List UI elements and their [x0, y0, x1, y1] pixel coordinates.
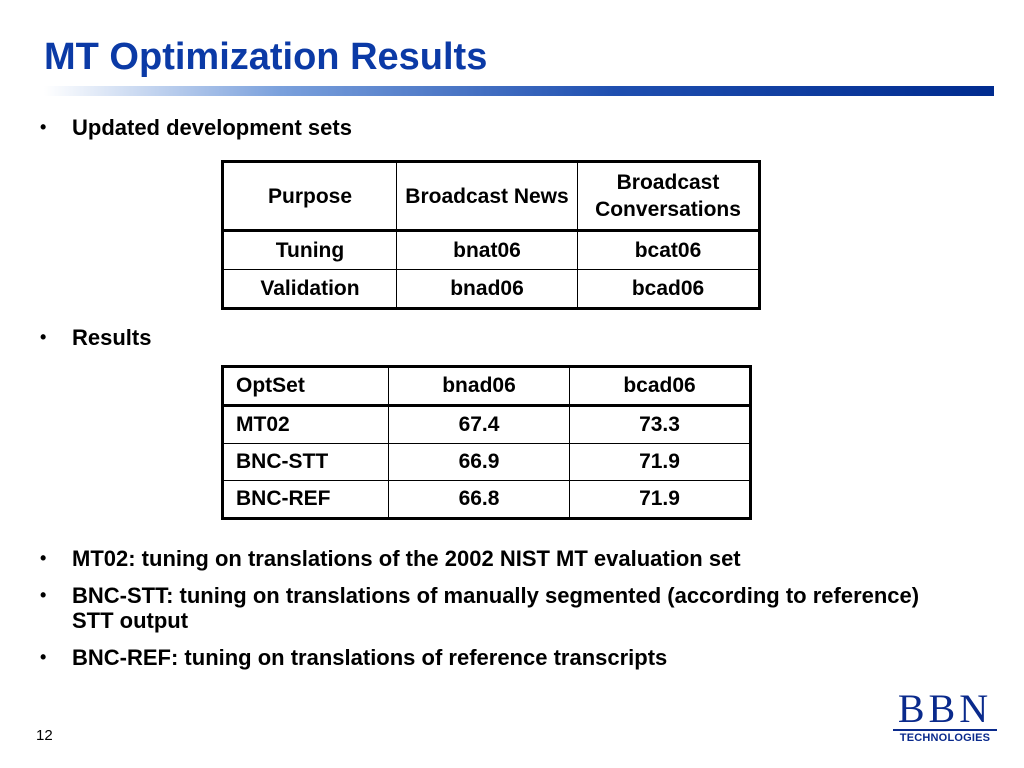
- header-cell: OptSet: [222, 366, 389, 407]
- table-cell: 66.9: [388, 443, 570, 481]
- table-cell: 66.8: [388, 480, 570, 519]
- bullet-text: MT02: tuning on translations of the 2002…: [72, 546, 741, 571]
- table-row: MT02 67.4 73.3: [222, 405, 751, 444]
- table-cell: BNC-REF: [222, 480, 389, 519]
- table-cell: bcat06: [577, 230, 760, 270]
- bullet-icon: •: [40, 327, 47, 347]
- bullet-mt02: • MT02: tuning on translations of the 20…: [36, 546, 741, 571]
- table-cell: Validation: [222, 269, 397, 309]
- page-number: 12: [36, 727, 53, 744]
- bullet-text: Updated development sets: [72, 115, 352, 140]
- bbn-logo: BBN TECHNOLOGIES: [893, 686, 997, 744]
- header-cell: Purpose: [222, 161, 397, 232]
- logo-mark: BBN: [897, 686, 993, 731]
- header-cell: bcad06: [569, 366, 751, 407]
- bullet-icon: •: [40, 548, 47, 568]
- table-cell: bcad06: [577, 269, 760, 309]
- table-cell: BNC-STT: [222, 443, 389, 481]
- bullet-icon: •: [40, 647, 47, 667]
- bullet-updated-dev-sets: • Updated development sets: [36, 115, 352, 140]
- header-cell: bnad06: [388, 366, 570, 407]
- bullet-results: • Results: [36, 325, 151, 350]
- logo-subtitle: TECHNOLOGIES: [893, 729, 997, 744]
- table-cell: 73.3: [569, 405, 751, 444]
- table-cell: bnad06: [396, 269, 578, 309]
- bullet-bnc-ref: • BNC-REF: tuning on translations of ref…: [36, 645, 667, 670]
- table-cell: Tuning: [222, 230, 397, 270]
- header-cell: Broadcast News: [396, 161, 578, 232]
- table-cell: bnat06: [396, 230, 578, 270]
- title-underline: [44, 86, 994, 96]
- table-row: BNC-REF 66.8 71.9: [222, 480, 751, 519]
- table-cell: 71.9: [569, 443, 751, 481]
- results-table: OptSet bnad06 bcad06 MT02 67.4 73.3 BNC-…: [221, 365, 752, 520]
- bullet-text: BNC-REF: tuning on translations of refer…: [72, 645, 668, 670]
- table-row: Tuning bnat06 bcat06: [222, 230, 760, 270]
- bullet-text: Results: [72, 325, 152, 350]
- table-row: Validation bnad06 bcad06: [222, 269, 760, 309]
- table-cell: 71.9: [569, 480, 751, 519]
- bullet-icon: •: [40, 117, 47, 137]
- table-row: BNC-STT 66.9 71.9: [222, 443, 751, 481]
- header-cell: Broadcast Conversations: [577, 161, 760, 232]
- table-header-row: OptSet bnad06 bcad06: [222, 366, 751, 407]
- bullet-text: BNC-STT: tuning on translations of manua…: [72, 583, 920, 633]
- table-cell: MT02: [222, 405, 389, 444]
- table-cell: 67.4: [388, 405, 570, 444]
- dev-sets-table: Purpose Broadcast News Broadcast Convers…: [221, 160, 761, 310]
- bullet-icon: •: [40, 585, 47, 605]
- bullet-bnc-stt: • BNC-STT: tuning on translations of man…: [36, 583, 952, 633]
- slide-title: MT Optimization Results: [44, 36, 488, 78]
- table-header-row: Purpose Broadcast News Broadcast Convers…: [222, 161, 760, 232]
